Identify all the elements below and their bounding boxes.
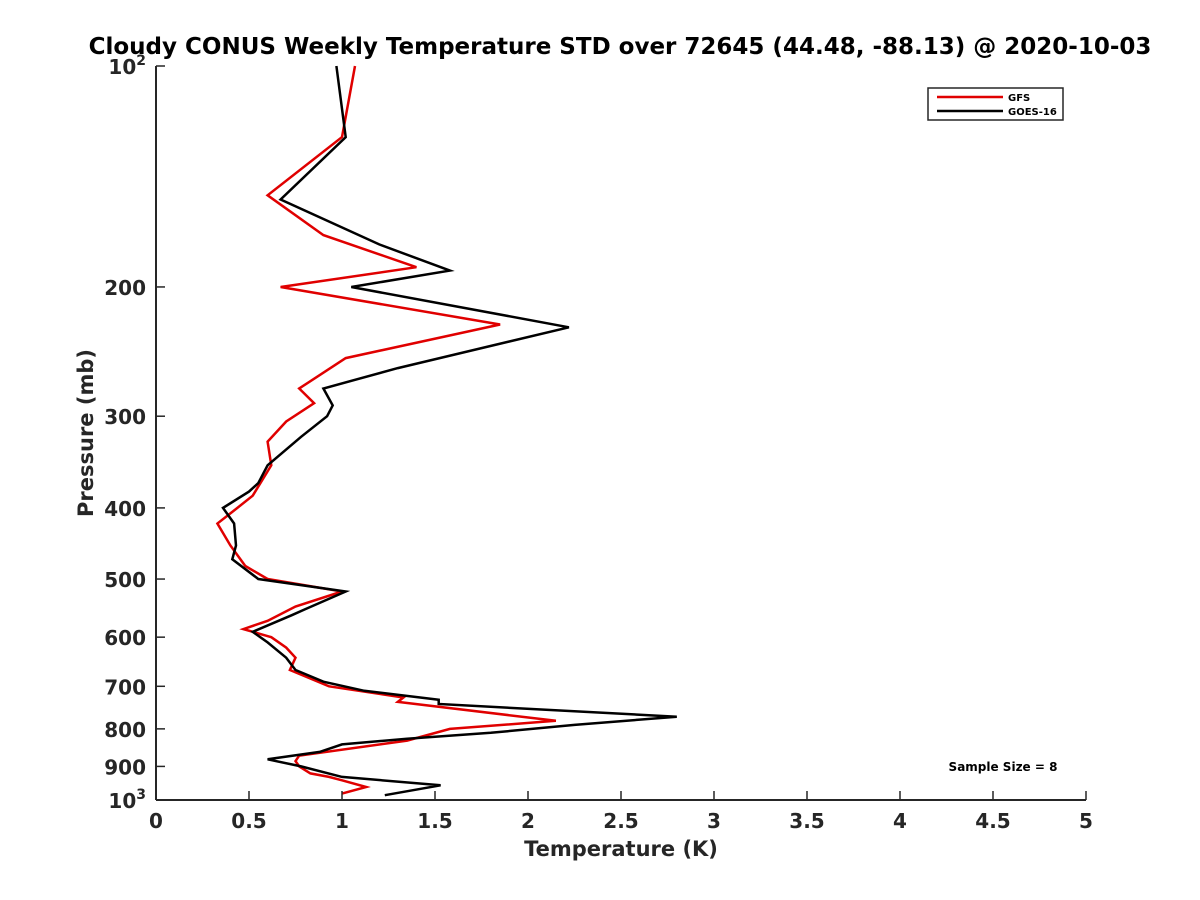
- plot-lines: [215, 65, 677, 797]
- y-tick-label: 300: [104, 405, 146, 429]
- x-tick-label: 1: [335, 809, 349, 833]
- y-axis-label: Pressure (mb): [74, 349, 98, 517]
- y-tick-label: 600: [104, 626, 146, 650]
- series-line-goes16: [221, 65, 677, 797]
- x-tick-label: 4.5: [975, 809, 1010, 833]
- chart-title: Cloudy CONUS Weekly Temperature STD over…: [89, 34, 1152, 60]
- x-tick-label: 3: [707, 809, 721, 833]
- y-tick-label: 400: [104, 497, 146, 521]
- legend-box: [927, 87, 1064, 121]
- x-tick-label: 1.5: [417, 809, 452, 833]
- legend: GFS GOES-16: [927, 87, 1064, 121]
- y-tick-label: 103: [108, 787, 146, 813]
- y-tick-label: 102: [108, 53, 146, 79]
- y-tick-label: 900: [104, 755, 146, 779]
- x-axis-label: Temperature (K): [524, 837, 718, 861]
- x-tick-label: 4: [893, 809, 907, 833]
- series-line-gfs: [215, 65, 557, 795]
- y-tick-label: 800: [104, 718, 146, 742]
- x-tick-label: 5: [1079, 809, 1093, 833]
- x-tick-label: 0.5: [231, 809, 266, 833]
- x-tick-label: 3.5: [789, 809, 824, 833]
- y-tick-label: 700: [104, 675, 146, 699]
- x-tick-label: 0: [149, 809, 163, 833]
- sample-size-annotation: Sample Size = 8: [949, 760, 1058, 774]
- y-axis-ticks: 102 200 300 400 500 600 700 800 900 103: [104, 53, 165, 813]
- legend-label-goes16: GOES-16: [1008, 107, 1057, 118]
- y-tick-label: 200: [104, 276, 146, 300]
- x-tick-label: 2.5: [603, 809, 638, 833]
- y-tick-label: 500: [104, 568, 146, 592]
- legend-label-gfs: GFS: [1008, 93, 1030, 104]
- x-axis-ticks: 0 0.5 1 1.5 2 2.5 3 3.5 4 4.5 5: [149, 791, 1093, 833]
- x-tick-label: 2: [521, 809, 535, 833]
